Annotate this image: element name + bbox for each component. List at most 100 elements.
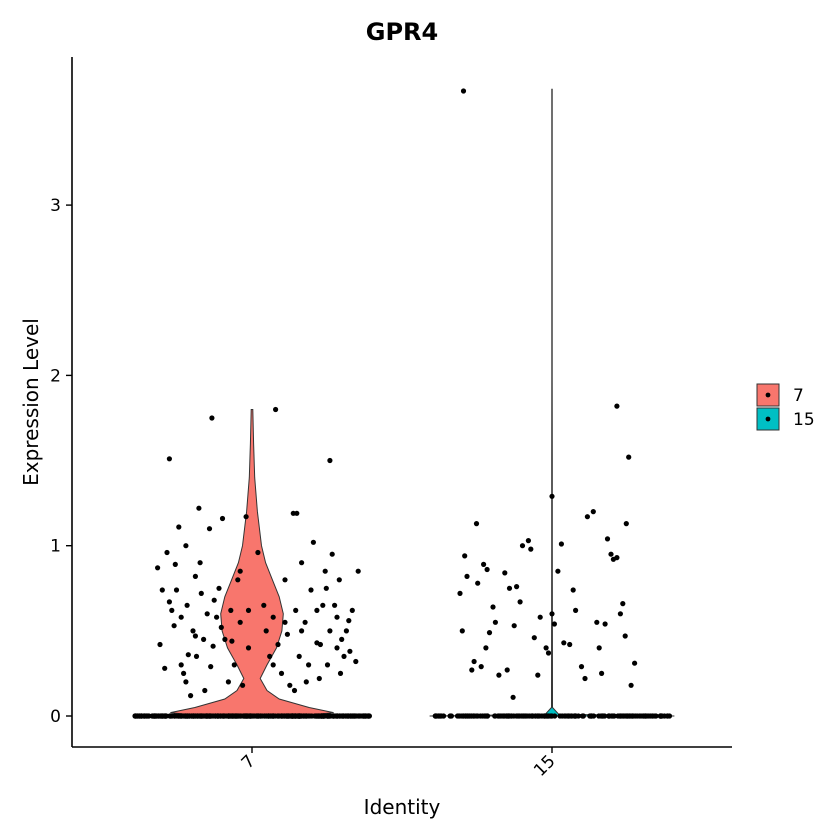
data-point: [515, 713, 521, 719]
data-point: [178, 662, 184, 668]
data-point: [462, 553, 468, 559]
data-point: [484, 713, 490, 719]
data-point: [214, 614, 220, 620]
data-point: [221, 713, 227, 719]
data-point: [176, 713, 182, 719]
data-point: [657, 713, 664, 719]
data-point: [317, 641, 323, 648]
data-point: [167, 713, 173, 719]
data-point: [622, 633, 628, 639]
data-point: [358, 713, 364, 719]
data-point: [332, 602, 338, 608]
data-point: [282, 619, 288, 625]
data-point: [201, 636, 207, 643]
data-point: [280, 713, 286, 719]
data-point: [324, 713, 331, 719]
data-point: [483, 645, 489, 651]
data-point: [153, 713, 159, 719]
data-point: [594, 619, 600, 625]
data-point: [155, 565, 161, 571]
data-point: [584, 514, 591, 520]
data-point: [219, 515, 226, 522]
data-point: [293, 607, 299, 614]
data-point: [347, 648, 353, 654]
data-point: [599, 670, 605, 677]
data-point: [196, 505, 202, 511]
data-point: [169, 607, 175, 614]
data-point: [231, 662, 237, 668]
data-point: [197, 560, 203, 566]
data-point: [353, 658, 359, 665]
data-point: [457, 590, 463, 597]
data-point: [162, 665, 168, 671]
data-point: [355, 568, 361, 574]
data-point: [192, 633, 198, 639]
data-point: [273, 406, 279, 413]
data-point: [178, 614, 184, 620]
data-point: [183, 679, 189, 685]
data-point: [184, 713, 190, 719]
data-point: [237, 568, 243, 574]
data-point: [308, 587, 314, 593]
data-point: [352, 713, 358, 719]
data-point: [216, 585, 222, 591]
data-point: [596, 645, 602, 651]
data-point: [602, 621, 608, 627]
data-point: [327, 628, 333, 634]
legend-label: 15: [793, 410, 815, 430]
data-point: [363, 713, 369, 719]
data-point: [324, 662, 331, 668]
legend-label: 7: [793, 386, 804, 406]
data-point: [157, 641, 163, 648]
data-point: [348, 713, 354, 719]
data-point: [341, 653, 347, 660]
data-point: [614, 555, 620, 561]
data-point: [434, 713, 440, 719]
data-point: [299, 560, 305, 566]
data-point: [237, 619, 243, 625]
data-point: [606, 713, 612, 719]
x-axis-label: Identity: [364, 795, 441, 819]
data-point: [334, 713, 340, 719]
data-point: [159, 587, 165, 593]
data-point: [448, 713, 454, 719]
data-point: [204, 611, 210, 617]
data-point: [545, 650, 552, 656]
points-15: [457, 88, 638, 719]
data-point: [558, 541, 565, 547]
data-point: [582, 675, 588, 682]
data-point: [486, 630, 493, 636]
data-point: [245, 607, 252, 614]
data-point: [535, 713, 541, 719]
data-point: [294, 510, 300, 516]
data-point: [193, 653, 200, 660]
data-point: [531, 635, 537, 641]
data-point: [469, 667, 475, 673]
data-point: [573, 607, 579, 614]
data-point: [565, 713, 572, 719]
data-point: [195, 713, 201, 719]
data-point: [334, 614, 340, 620]
series-7: [132, 406, 372, 719]
data-point: [473, 521, 480, 527]
data-point: [284, 713, 290, 719]
data-point: [243, 713, 249, 719]
data-point: [632, 713, 639, 719]
data-point: [511, 623, 517, 629]
data-point: [291, 687, 298, 694]
data-point: [544, 713, 551, 719]
data-point: [329, 551, 335, 557]
data-point: [278, 670, 285, 677]
data-point: [255, 549, 261, 556]
data-point: [261, 602, 267, 608]
data-point: [181, 670, 187, 677]
data-point: [475, 580, 481, 586]
data-point: [484, 566, 490, 573]
data-point: [346, 618, 352, 624]
data-point: [172, 561, 178, 568]
data-point: [310, 539, 316, 545]
legend-item-15: 15: [756, 407, 815, 431]
data-point: [632, 660, 638, 666]
data-point: [623, 521, 629, 527]
